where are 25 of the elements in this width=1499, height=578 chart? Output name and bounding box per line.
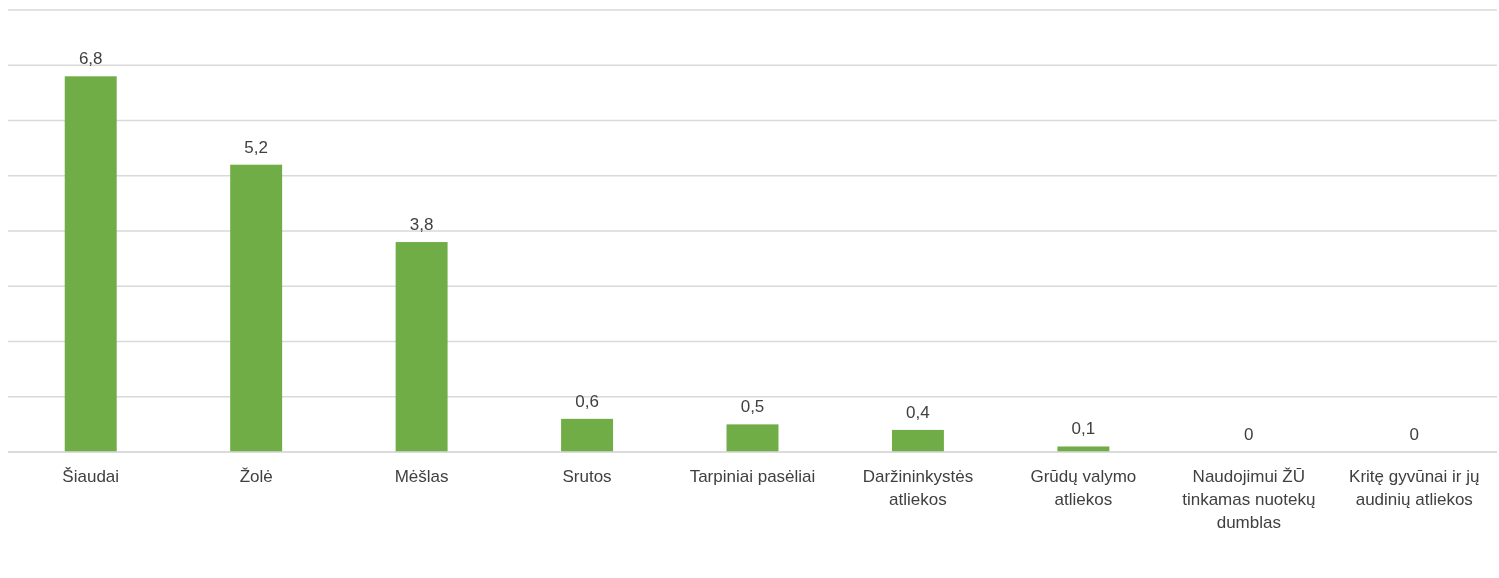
x-tick-label: Srutos <box>562 467 612 486</box>
x-tick-label: Daržininkystės atliekos <box>862 467 974 509</box>
bar <box>395 242 448 452</box>
data-label: 0,4 <box>906 402 930 422</box>
data-label: 5,2 <box>244 137 268 157</box>
data-label: 6,8 <box>78 49 103 69</box>
data-label: 0,6 <box>575 391 599 411</box>
x-tick-label: Grūdų valymo atliekos <box>1030 467 1137 509</box>
data-label: 0 <box>1409 425 1420 444</box>
bar <box>726 424 779 452</box>
bar <box>1057 446 1110 452</box>
bar <box>230 164 283 452</box>
data-label: 0,5 <box>740 397 765 417</box>
x-tick-label: Žolė <box>239 467 273 486</box>
x-tick-label: Mėšlas <box>394 467 449 486</box>
x-tick-label: Kritę gyvūnai ir jų audinių atliekos <box>1349 467 1480 509</box>
bar <box>64 76 117 452</box>
bar <box>891 429 944 452</box>
x-tick-label: Tarpiniai pasėliai <box>689 467 816 486</box>
data-label: 3,8 <box>409 215 434 235</box>
x-tick-label: Šiaudai <box>62 467 120 486</box>
x-tick-label: Naudojimui ŽŪ tinkamas nuotekų dumblas <box>1182 467 1316 532</box>
data-label: 0 <box>1244 425 1254 444</box>
bar <box>561 418 614 452</box>
data-label: 0,1 <box>1071 419 1096 439</box>
